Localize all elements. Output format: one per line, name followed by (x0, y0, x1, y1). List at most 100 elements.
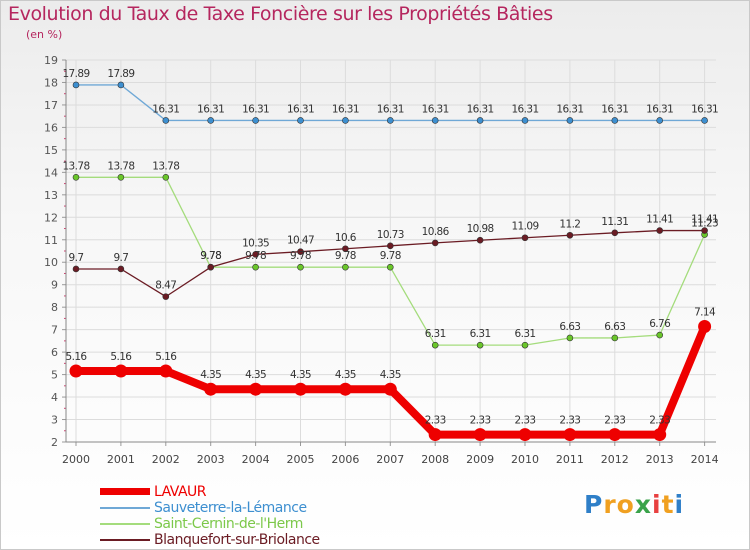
data-label-blanquefort: 9.7 (113, 252, 128, 264)
data-label-blanquefort: 11.09 (511, 221, 538, 233)
y-tick-label: 2 (51, 436, 58, 449)
data-point-blanquefort (656, 227, 664, 234)
data-label-sauveterre: 17.89 (107, 68, 134, 80)
data-labels: 5.16 5.16 5.16 4.35 4.35 4.35 4.35 4.35 2.33 2.33… (62, 68, 718, 427)
data-label-sauveterre: 16.31 (377, 103, 404, 115)
data-point-lavaur (473, 428, 487, 442)
data-label-sauveterre: 16.31 (511, 103, 538, 115)
data-point-saintcernin (386, 263, 394, 271)
logo-letter-1: P (584, 490, 604, 519)
data-point-sauveterre (207, 117, 214, 124)
x-tick-label: 2004 (242, 453, 270, 466)
data-point-sauveterre (701, 117, 708, 124)
x-tick-label: 2008 (421, 453, 449, 466)
data-point-blanquefort (117, 265, 125, 273)
legend-label-saintcernin: Saint-Cernin-de-l'Herm (154, 516, 303, 532)
data-label-sauveterre: 16.31 (691, 103, 718, 115)
legend-label-sauveterre: Sauveterre-la-Lémance (154, 500, 307, 516)
x-tick-label: 2013 (646, 453, 674, 466)
axes: 2 3 4 5 6 7 8 9 10 11 12 13 14 15 16 17 18 19 2000 2001 2002… (44, 54, 719, 466)
data-label-saintcernin: 6.63 (559, 321, 580, 333)
data-label-lavaur: 5.16 (155, 351, 177, 363)
data-point-sauveterre (117, 81, 125, 89)
data-point-blanquefort (521, 234, 529, 242)
legend-swatch-blanquefort (100, 539, 150, 541)
data-label-lavaur: 2.33 (470, 415, 491, 427)
data-label-lavaur: 2.33 (425, 415, 446, 427)
x-tick-label: 2000 (62, 453, 90, 466)
data-label-blanquefort: 9.7 (69, 252, 84, 264)
data-point-saintcernin (611, 334, 619, 342)
data-point-lavaur (608, 428, 622, 442)
data-point-saintcernin (252, 263, 259, 271)
legend-swatch-sauveterre (100, 507, 150, 509)
data-label-saintcernin: 6.31 (425, 328, 446, 340)
data-point-lavaur (114, 364, 128, 378)
data-label-lavaur: 4.35 (335, 369, 356, 381)
data-point-lavaur (249, 382, 263, 396)
data-label-sauveterre: 16.31 (197, 103, 224, 115)
data-point-lavaur (428, 428, 442, 442)
data-label-sauveterre: 17.89 (62, 68, 89, 80)
data-point-blanquefort (611, 229, 619, 237)
data-label-sauveterre: 16.31 (152, 103, 179, 115)
y-tick-label: 12 (44, 211, 58, 224)
y-tick-label: 3 (51, 414, 58, 427)
data-point-saintcernin (521, 341, 529, 349)
data-label-saintcernin: 9.78 (380, 250, 401, 262)
data-label-lavaur: 4.35 (380, 369, 401, 381)
data-label-blanquefort: 11.41 (691, 214, 718, 226)
x-tick-label: 2001 (107, 453, 135, 466)
data-point-saintcernin (117, 173, 125, 181)
legend-swatch-lavaur (100, 488, 150, 495)
data-label-saintcernin: 9.78 (335, 250, 356, 262)
y-tick-label: 11 (44, 234, 58, 247)
data-label-blanquefort: 11.31 (601, 216, 628, 228)
y-tick-label: 7 (51, 324, 58, 337)
y-tick-label: 15 (44, 144, 58, 157)
data-label-blanquefort: 10.6 (335, 232, 357, 244)
legend-swatch-saintcernin (100, 523, 150, 525)
data-label-sauveterre: 16.31 (601, 103, 628, 115)
data-label-lavaur: 7.14 (694, 307, 716, 319)
proxiti-logo: Proxiti (584, 490, 684, 519)
series-lines (69, 81, 712, 442)
x-tick-label: 2014 (691, 453, 719, 466)
data-label-sauveterre: 16.31 (287, 103, 314, 115)
y-tick-label: 10 (44, 256, 58, 269)
x-tick-label: 2003 (197, 453, 225, 466)
data-label-blanquefort: 9.78 (200, 250, 221, 262)
y-tick-label: 18 (44, 76, 58, 89)
legend-label-lavaur: LAVAUR (154, 484, 207, 500)
data-point-saintcernin (297, 263, 304, 271)
data-label-saintcernin: 6.31 (515, 328, 536, 340)
data-label-saintcernin: 13.78 (107, 160, 134, 172)
y-tick-label: 9 (51, 279, 58, 292)
data-label-lavaur: 4.35 (290, 369, 311, 381)
y-tick-label: 17 (44, 99, 58, 112)
data-label-blanquefort: 11.2 (559, 218, 580, 230)
logo-letter-6: t (661, 490, 675, 519)
y-tick-label: 16 (44, 121, 58, 134)
data-point-sauveterre (72, 81, 80, 89)
data-point-blanquefort (566, 231, 574, 239)
data-point-sauveterre (386, 117, 394, 124)
data-point-lavaur (698, 320, 712, 334)
data-point-lavaur (69, 364, 83, 378)
data-point-sauveterre (656, 117, 664, 124)
x-tick-label: 2011 (556, 453, 584, 466)
data-point-lavaur (159, 364, 173, 378)
data-point-sauveterre (431, 117, 439, 124)
data-point-lavaur (204, 382, 218, 396)
x-tick-label: 2009 (466, 453, 494, 466)
data-label-saintcernin: 6.63 (604, 321, 625, 333)
data-label-lavaur: 2.33 (649, 415, 670, 427)
y-tick-label: 19 (44, 54, 58, 67)
data-label-blanquefort: 8.47 (155, 280, 176, 292)
data-point-sauveterre (162, 117, 170, 124)
data-point-saintcernin (656, 331, 664, 339)
data-label-blanquefort: 10.35 (242, 237, 269, 249)
data-point-blanquefort (162, 293, 170, 300)
x-tick-label: 2010 (511, 453, 539, 466)
data-label-saintcernin: 9.78 (290, 250, 311, 262)
